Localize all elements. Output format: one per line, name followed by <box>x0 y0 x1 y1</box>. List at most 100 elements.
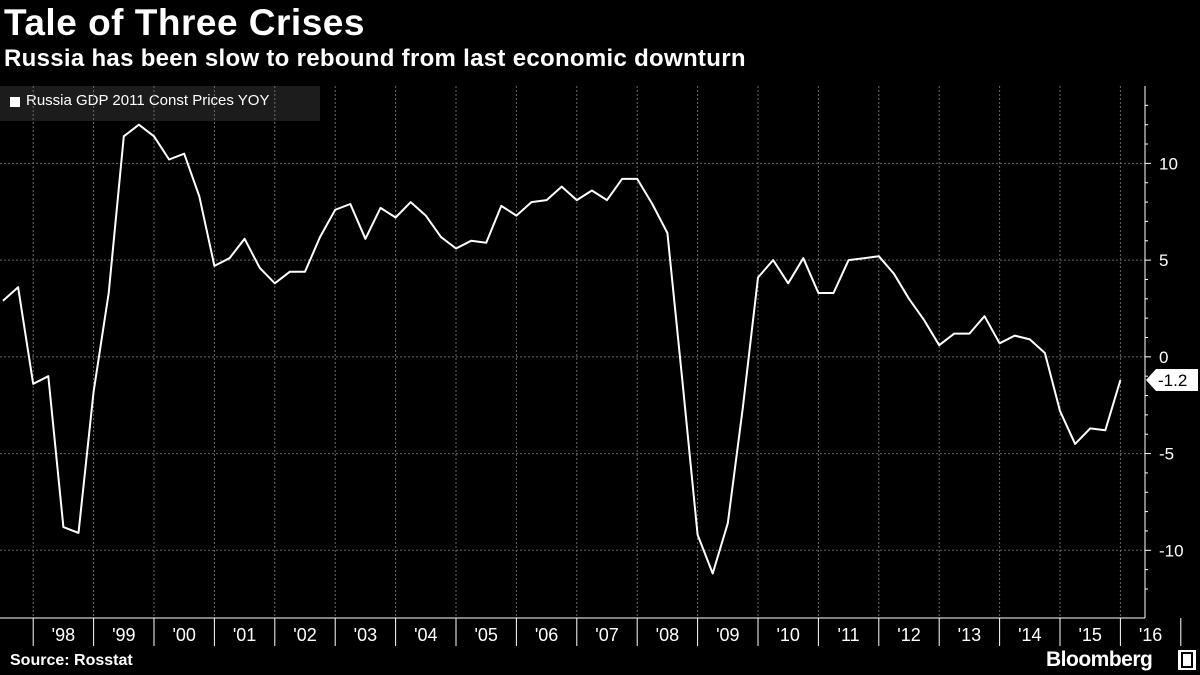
data-point <box>863 257 865 259</box>
x-tick-label: '05 <box>474 625 497 645</box>
data-point <box>380 207 382 209</box>
data-point <box>666 232 668 234</box>
data-point <box>636 178 638 180</box>
data-point <box>1074 443 1076 445</box>
data-point <box>108 292 110 294</box>
grid-layer <box>0 86 1145 618</box>
data-point <box>968 333 970 335</box>
series-layer <box>2 123 1122 575</box>
x-tick-label: '01 <box>233 625 256 645</box>
x-tick-label: '03 <box>354 625 377 645</box>
y-tick-label: -5 <box>1159 445 1174 464</box>
x-tick-label: '11 <box>838 625 860 645</box>
data-point <box>17 286 19 288</box>
label-layer: -1.2 <box>1146 369 1198 392</box>
data-point <box>334 209 336 211</box>
axis-layer: 10 5 0 -5 -10 '98 '99 '00 '01 '02 '03 '04 '05 '06 '07 '… <box>0 86 1184 646</box>
data-point <box>425 215 427 217</box>
data-point <box>93 391 95 393</box>
x-tick-label: '07 <box>595 625 618 645</box>
data-point <box>123 135 125 137</box>
last-value-label: -1.2 <box>1158 371 1187 390</box>
y-tick-label: 10 <box>1159 154 1178 173</box>
data-point <box>1059 410 1061 412</box>
data-point <box>682 381 684 383</box>
data-point <box>2 300 4 302</box>
data-point <box>878 255 880 257</box>
data-point <box>561 186 563 188</box>
data-point <box>229 257 231 259</box>
x-tick-label: '13 <box>958 625 981 645</box>
data-point <box>78 532 80 534</box>
x-tick-label: '16 <box>1139 625 1162 645</box>
data-point <box>485 242 487 244</box>
data-point <box>153 135 155 137</box>
data-point <box>984 315 986 317</box>
data-point <box>274 282 276 284</box>
legend-label: Russia GDP 2011 Const Prices YOY <box>26 92 270 109</box>
series-line <box>2 123 1122 575</box>
data-point <box>621 178 623 180</box>
data-point <box>953 333 955 335</box>
data-point <box>395 217 397 219</box>
source-note: Source: Rosstat <box>10 652 133 669</box>
data-point <box>198 195 200 197</box>
data-point <box>364 238 366 240</box>
data-point <box>591 189 593 191</box>
data-point <box>1089 427 1091 429</box>
data-point <box>923 319 925 321</box>
y-tick-label: -10 <box>1159 541 1184 560</box>
data-point <box>727 522 729 524</box>
data-point <box>833 292 835 294</box>
data-point <box>787 282 789 284</box>
data-point <box>259 267 261 269</box>
x-tick-label: '15 <box>1078 625 1101 645</box>
data-point <box>470 240 472 242</box>
data-point <box>1119 379 1121 381</box>
x-tick-label: '04 <box>414 625 437 645</box>
data-point <box>440 236 442 238</box>
data-point <box>712 573 714 575</box>
data-point <box>138 124 140 126</box>
x-tick-label: '98 <box>52 625 75 645</box>
data-point <box>47 375 49 377</box>
data-point <box>742 406 744 408</box>
data-point <box>772 259 774 261</box>
data-point <box>289 271 291 273</box>
data-point <box>531 201 533 203</box>
data-point <box>515 215 517 217</box>
data-point <box>606 199 608 201</box>
data-point <box>576 199 578 201</box>
x-tick-label: '06 <box>535 625 558 645</box>
legend-swatch <box>10 97 20 107</box>
x-tick-label: '02 <box>293 625 316 645</box>
data-point <box>1029 338 1031 340</box>
x-tick-label: '09 <box>716 625 739 645</box>
data-point <box>938 344 940 346</box>
data-point <box>697 534 699 536</box>
data-point <box>908 298 910 300</box>
data-point <box>304 271 306 273</box>
data-point <box>32 383 34 385</box>
x-tick-label: '12 <box>897 625 920 645</box>
data-point <box>757 277 759 279</box>
data-point <box>168 159 170 161</box>
data-point <box>319 236 321 238</box>
data-point <box>244 238 246 240</box>
x-tick-label: '14 <box>1018 625 1041 645</box>
legend <box>0 86 320 121</box>
data-point <box>546 199 548 201</box>
x-tick-label: '08 <box>656 625 679 645</box>
data-point <box>1014 335 1016 337</box>
chart-subtitle: Russia has been slow to rebound from las… <box>4 45 746 72</box>
data-point <box>455 248 457 250</box>
y-tick-label: 5 <box>1159 251 1168 270</box>
x-tick-label: '10 <box>776 625 799 645</box>
data-point <box>893 273 895 275</box>
data-point <box>62 526 64 528</box>
data-point <box>1104 429 1106 431</box>
chart-title: Tale of Three Crises <box>4 2 365 43</box>
data-point <box>802 257 804 259</box>
last-value-callout <box>1146 369 1198 392</box>
